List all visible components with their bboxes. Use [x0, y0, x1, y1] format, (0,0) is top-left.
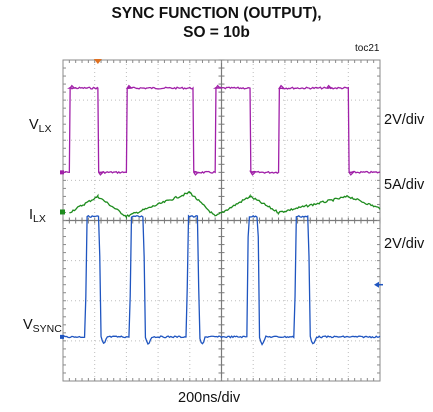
grid	[62, 59, 381, 382]
vsync-scale-label: 2V/div	[384, 236, 425, 252]
chart-title-line1: SYNC FUNCTION (OUTPUT),	[111, 5, 322, 22]
markers	[60, 59, 383, 339]
chart-title-line2: SO = 10b	[183, 24, 250, 41]
vlx-trace	[62, 84, 381, 176]
ilx-scale-label: 5A/div	[384, 177, 425, 193]
vlx-channel-label: VLX	[29, 117, 52, 135]
vsync-ground-marker	[60, 334, 64, 339]
x-axis-label: 200ns/div	[178, 390, 241, 406]
vsync-trace	[62, 214, 381, 346]
vlx-ground-marker	[60, 170, 64, 175]
figure-id: toc21	[355, 43, 380, 54]
vlx-scale-label: 2V/div	[384, 112, 425, 128]
ilx-channel-label: ILX	[29, 207, 46, 225]
trigger-level-marker	[374, 281, 379, 288]
ilx-ground-marker	[60, 209, 65, 215]
trigger-marker	[93, 59, 102, 64]
vsync-channel-label: VSYNC	[23, 317, 62, 335]
ilx-trace	[69, 190, 381, 220]
traces	[62, 84, 381, 346]
